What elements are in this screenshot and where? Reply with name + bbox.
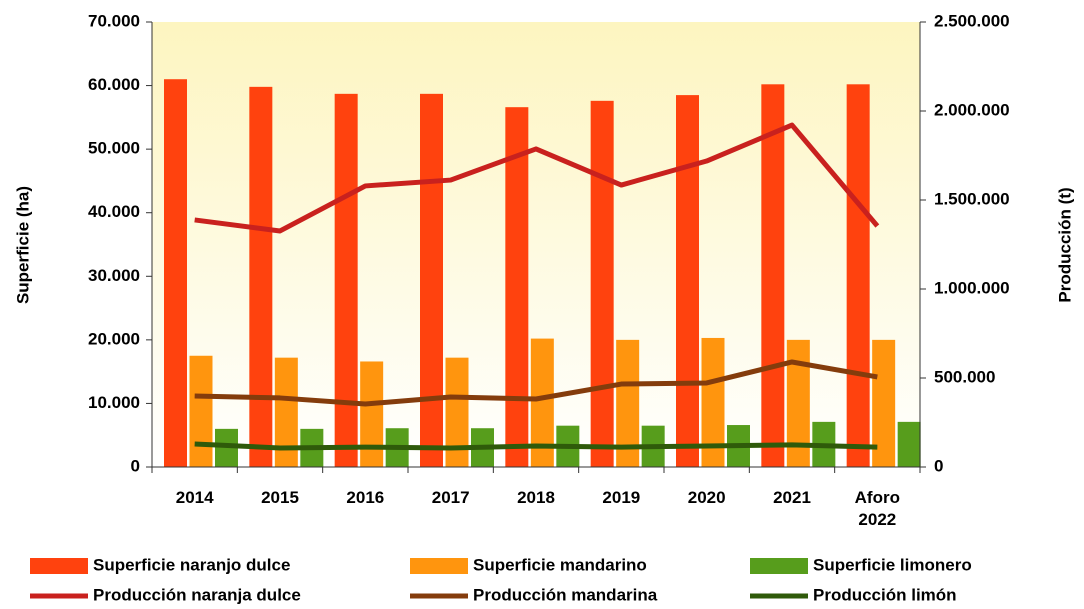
x-tick-label: 2021 [773,488,811,507]
legend-label: Superficie mandarino [473,555,647,574]
bar [360,361,384,467]
legend-label: Producción mandarina [473,585,658,604]
bar [530,338,554,467]
y-tick-label: 0 [131,456,140,475]
x-tick-label: 2017 [431,488,470,507]
bar [590,100,614,467]
bar [505,107,529,467]
y-tick-label: 40.000 [88,202,140,221]
bar [249,86,273,467]
y-tick-label: 20.000 [88,329,140,348]
line [194,359,878,407]
y-tick-label: 30.000 [88,266,140,285]
y2-tick-label: 0 [934,456,943,475]
line [194,441,878,451]
bar [420,93,443,467]
y2-tick-label: 1.000.000 [934,278,1010,297]
y-tick-label: 50.000 [88,139,140,158]
bar [676,95,699,467]
x-tick-label: 2014 [175,488,214,507]
bar [164,79,187,467]
y-axis-label: Superficie (ha) [13,186,32,304]
x-tick-label: 2019 [602,488,641,507]
bar [761,84,785,468]
legend-swatch [410,558,468,574]
y2-tick-label: 500.000 [934,367,995,386]
y-tick-label: 10.000 [88,393,140,412]
legend-swatch [30,558,88,574]
y2-axis-label: Producción (t) [1055,187,1074,302]
y2-tick-label: 1.500.000 [934,189,1010,208]
x-tick-label: 2015 [261,488,299,507]
y-tick-label: 60.000 [88,75,140,94]
legend-label: Producción naranja dulce [93,585,301,604]
bar [274,357,298,467]
x-tick-label: Aforo 2022 [854,488,900,529]
x-tick-label: 2016 [346,488,385,507]
bar [701,337,725,467]
legend-swatch [750,558,808,574]
bar [616,339,640,467]
bar [445,357,469,467]
legend-label: Superficie limonero [813,555,972,574]
x-tick-label: 2018 [517,488,555,507]
x-tick-label: 2020 [687,488,726,507]
bar [897,421,921,467]
y-tick-label: 70.000 [88,11,140,30]
bar [786,339,810,467]
y2-tick-label: 2.000.000 [934,100,1010,119]
y2-tick-label: 2.500.000 [934,11,1010,30]
bar [846,84,870,468]
bar [872,339,896,467]
legend-label: Superficie naranjo dulce [93,555,290,574]
bar [189,355,213,467]
bar [334,93,358,467]
line [194,122,880,234]
legend-label: Producción limón [813,585,957,604]
